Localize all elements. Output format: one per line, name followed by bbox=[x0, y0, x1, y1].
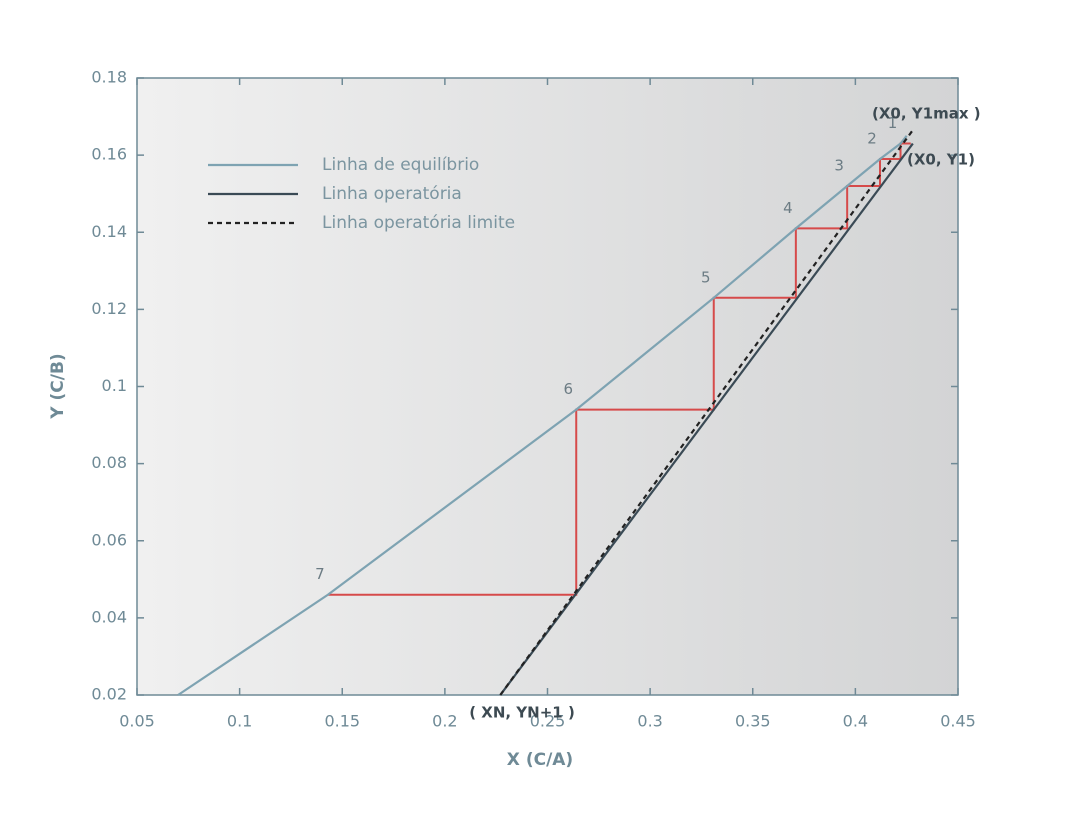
y-axis-label: Y (C/B) bbox=[48, 353, 68, 419]
step-label: 2 bbox=[867, 129, 877, 147]
y-tick-label: 0.12 bbox=[91, 299, 127, 318]
x-tick-label: 0.3 bbox=[637, 712, 662, 731]
x-tick-label: 0.35 bbox=[735, 712, 771, 731]
annotation: (X0, Y1) bbox=[907, 151, 975, 169]
x-tick-label: 0.2 bbox=[432, 712, 457, 731]
step-label: 1 bbox=[888, 114, 898, 132]
series-line bbox=[177, 135, 908, 696]
legend-label: Linha operatória bbox=[322, 184, 462, 204]
y-tick-label: 0.18 bbox=[91, 68, 127, 87]
legend-label: Linha operatória limite bbox=[322, 213, 515, 233]
x-tick-label: 0.4 bbox=[843, 712, 868, 731]
stairs-line bbox=[327, 142, 911, 596]
step-label: 3 bbox=[834, 156, 844, 174]
x-tick-label: 0.25 bbox=[530, 712, 566, 731]
step-label: 4 bbox=[783, 199, 793, 217]
series-line bbox=[499, 142, 914, 696]
legend-label: Linha de equilíbrio bbox=[322, 155, 479, 175]
x-tick-label: 0.45 bbox=[940, 712, 976, 731]
plot-area bbox=[136, 77, 959, 696]
x-axis-label: X (C/A) bbox=[507, 750, 573, 770]
step-label: 7 bbox=[315, 565, 325, 583]
annotation: (X0, Y1max ) bbox=[872, 105, 981, 123]
annotation: ( XN, YN+1 ) bbox=[469, 704, 575, 722]
y-tick-label: 0.06 bbox=[91, 530, 127, 549]
y-tick-label: 0.1 bbox=[102, 376, 127, 395]
y-tick-label: 0.16 bbox=[91, 145, 127, 164]
step-label: 6 bbox=[563, 380, 573, 398]
x-tick-label: 0.15 bbox=[324, 712, 360, 731]
y-tick-label: 0.14 bbox=[91, 222, 127, 241]
y-tick-label: 0.02 bbox=[91, 685, 127, 704]
step-label: 5 bbox=[701, 268, 711, 286]
y-tick-label: 0.08 bbox=[91, 453, 127, 472]
y-tick-label: 0.04 bbox=[91, 607, 127, 626]
x-tick-label: 0.1 bbox=[227, 712, 252, 731]
x-tick-label: 0.05 bbox=[119, 712, 155, 731]
